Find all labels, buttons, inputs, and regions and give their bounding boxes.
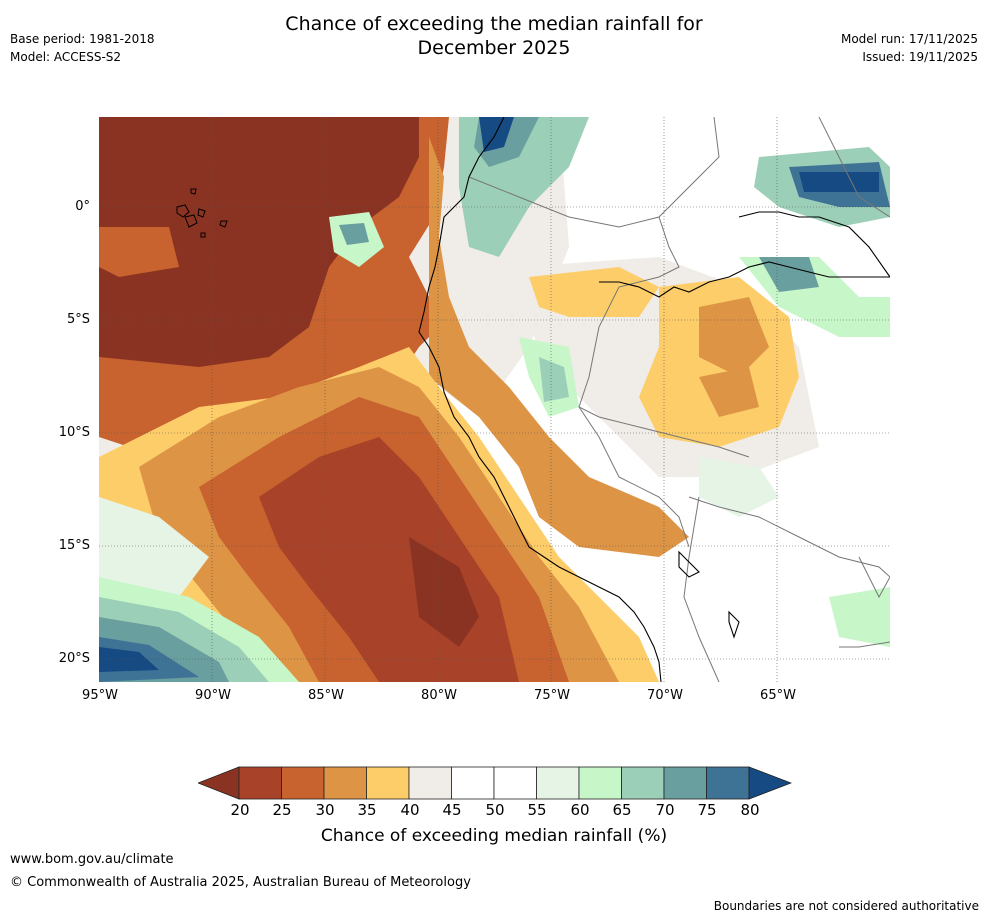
- meta-left: Base period: 1981-2018 Model: ACCESS-S2: [10, 30, 155, 66]
- coastline: [418, 117, 890, 682]
- colorbar-swatch-75-80: [706, 766, 750, 800]
- lon-label-85w: 85°W: [308, 688, 344, 703]
- region-very-dry-west: [99, 117, 419, 367]
- colorbar-tick-35: 35: [357, 801, 377, 819]
- footer-disclaimer: Boundaries are not considered authoritat…: [713, 899, 979, 913]
- region-wetter-east-2: [759, 257, 819, 292]
- model-run-date: Model run: 17/11/2025: [840, 32, 978, 46]
- colorbar-swatch-25-30: [281, 766, 325, 800]
- lat-label-10s: 10°S: [58, 425, 90, 440]
- issued-date: Issued: 19/11/2025: [862, 50, 978, 64]
- colorbar-tick-45: 45: [442, 801, 462, 819]
- region-wettest-east: [799, 172, 879, 192]
- graticule: [99, 117, 890, 682]
- colorbar-extension-low: [196, 766, 240, 800]
- colorbar-tick-70: 70: [655, 801, 675, 819]
- colorbar-tick-40: 40: [400, 801, 420, 819]
- lon-label-65w: 65°W: [760, 688, 796, 703]
- colorbar-swatch-45-50: [451, 766, 495, 800]
- colorbar-swatch-40-45: [408, 766, 452, 800]
- region-wettest-north: [479, 117, 514, 152]
- colorbar-tick-25: 25: [272, 801, 292, 819]
- colorbar-tick-50: 50: [485, 801, 505, 819]
- colorbar-tick-60: 60: [570, 801, 590, 819]
- colorbar-swatch-60-65: [578, 766, 622, 800]
- galapagos-islands: [176, 188, 228, 238]
- colorbar-tick-75: 75: [697, 801, 717, 819]
- region-inland-dry-3: [699, 297, 769, 377]
- colorbar-extension-high: [748, 766, 793, 800]
- region-wettest-sw: [99, 647, 159, 672]
- lat-label-15s: 15°S: [58, 538, 90, 553]
- country-boundaries: [468, 117, 890, 682]
- colorbar-tick-30: 30: [315, 801, 335, 819]
- footer-url: www.bom.gov.au/climate: [10, 852, 174, 867]
- region-wet-inland-2: [699, 457, 779, 517]
- title-line-2: December 2025: [417, 37, 571, 59]
- colorbar-label: Chance of exceeding median rainfall (%): [320, 826, 668, 846]
- colorbar: [196, 766, 793, 800]
- model-name: Model: ACCESS-S2: [10, 50, 122, 64]
- lon-label-75w: 75°W: [534, 688, 570, 703]
- region-core-dry: [409, 537, 479, 647]
- lon-label-95w: 95°W: [82, 688, 118, 703]
- region-dry-patch: [99, 227, 179, 277]
- lon-label-70w: 70°W: [647, 688, 683, 703]
- region-wetter-inland: [539, 357, 569, 402]
- colorbar-tick-65: 65: [612, 801, 632, 819]
- chart-title: Chance of exceeding the median rainfall …: [0, 12, 988, 60]
- region-wet-sw-1: [99, 497, 209, 597]
- lon-label-80w: 80°W: [421, 688, 457, 703]
- lat-label-5s: 5°S: [66, 312, 90, 327]
- colorbar-svg: [196, 766, 793, 800]
- region-inland-dry-4: [699, 367, 759, 417]
- colorbar-swatch-30-35: [323, 766, 367, 800]
- colorbar-swatch-70-75: [663, 766, 707, 800]
- colorbar-swatch-65-70: [621, 766, 665, 800]
- rainfall-map: [99, 117, 890, 682]
- colorbar-swatch-20-25: [238, 766, 282, 800]
- region-wet-se: [829, 587, 890, 647]
- title-line-1: Chance of exceeding the median rainfall …: [285, 13, 703, 35]
- region-inland-dry-1: [529, 267, 659, 317]
- lat-label-20s: 20°S: [58, 651, 90, 666]
- colorbar-tick-20: 20: [230, 801, 250, 819]
- region-wetter-ocean-1: [339, 223, 369, 245]
- lat-label-0: 0°: [75, 199, 90, 214]
- meta-right: Model run: 17/11/2025 Issued: 19/11/2025: [841, 30, 978, 66]
- region-dry-coastal: [429, 137, 689, 557]
- footer-copyright: © Commonwealth of Australia 2025, Austra…: [10, 875, 471, 890]
- map-svg: [99, 117, 890, 682]
- colorbar-tick-55: 55: [527, 801, 547, 819]
- colorbar-swatch-55-60: [536, 766, 580, 800]
- base-period: Base period: 1981-2018: [10, 32, 155, 46]
- colorbar-swatch-50-55: [493, 766, 537, 800]
- colorbar-swatch-35-40: [366, 766, 410, 800]
- colorbar-tick-80: 80: [740, 801, 760, 819]
- lon-label-90w: 90°W: [195, 688, 231, 703]
